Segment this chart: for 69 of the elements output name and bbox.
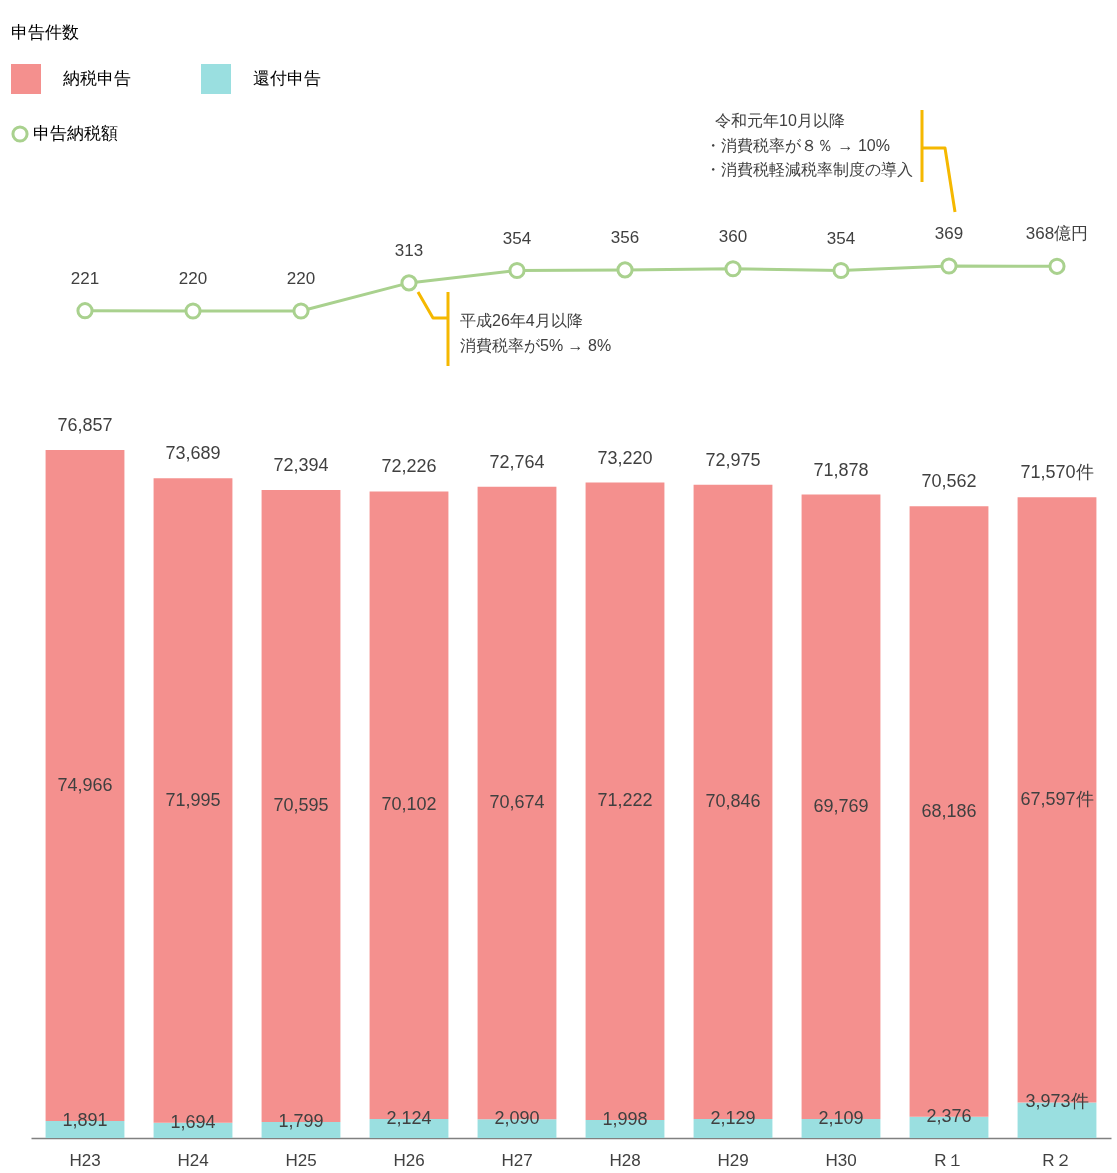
x-tick-label: H30 (825, 1150, 857, 1170)
data-label: 70,595 (273, 794, 329, 815)
x-tick-label: R２ (1042, 1150, 1072, 1170)
data-label: 2,129 (710, 1107, 756, 1128)
total-label: 76,857 (57, 415, 113, 435)
point (292, 302, 310, 320)
data-label: 2,109 (818, 1108, 864, 1129)
data-label: 69,769 (813, 795, 869, 816)
legend-label: 申告納税額 (33, 124, 118, 143)
data-label: 67,597件 (1020, 788, 1094, 809)
x-tick-label: H26 (393, 1150, 425, 1170)
point (400, 274, 418, 292)
x-tick-label: H24 (177, 1150, 209, 1170)
data-label: 356 (610, 227, 640, 247)
text: 消費税率が5% → 8% (460, 337, 612, 355)
x-tick-label: H29 (717, 1150, 749, 1170)
point (940, 257, 958, 275)
legend-title: 申告件数 (11, 23, 79, 42)
x-tick-label: R１ (934, 1150, 964, 1170)
data-label: 221 (70, 268, 100, 288)
total-label: 71,878 (813, 459, 869, 480)
data-label: 369 (934, 224, 964, 243)
legend-label: 納税申告 (63, 69, 131, 88)
data-label: 313 (394, 240, 424, 260)
point (508, 261, 526, 280)
legend-label: 還付申告 (253, 69, 321, 88)
point (1048, 257, 1066, 275)
data-label: 354 (826, 228, 856, 248)
data-label: 2,124 (386, 1107, 432, 1128)
x-tick-label: H23 (69, 1150, 101, 1170)
data-label: 1,694 (170, 1111, 216, 1132)
data-label: 220 (286, 269, 316, 288)
point (616, 261, 634, 279)
point (832, 261, 850, 280)
total-label: 72,394 (273, 454, 329, 475)
data-label: 1,799 (278, 1110, 324, 1131)
data-label: 368億円 (1025, 224, 1089, 244)
point (184, 302, 202, 320)
data-label: 1,891 (62, 1110, 108, 1131)
text: ・消費税軽減税率制度の導入 (705, 161, 913, 179)
data-label: 360 (718, 226, 748, 246)
total-label: 72,764 (489, 451, 545, 472)
data-label: 3,973件 (1025, 1091, 1089, 1112)
point (76, 302, 94, 320)
data-label: 71,222 (597, 790, 653, 811)
data-label: 2,376 (926, 1105, 972, 1126)
data-label: 68,186 (921, 800, 977, 821)
data-label: 70,846 (705, 790, 761, 811)
total-label: 72,975 (705, 449, 761, 470)
data-label: 74,966 (57, 774, 113, 795)
data-label: 2,090 (494, 1108, 540, 1129)
text: 令和元年10月以降 (715, 112, 845, 130)
x-tick-label: H28 (609, 1150, 641, 1170)
data-label: 1,998 (602, 1109, 648, 1130)
text: ・消費税率が８％ → 10% (705, 137, 890, 155)
total-label: 73,689 (165, 443, 221, 464)
total-label: 72,226 (381, 456, 437, 477)
data-label: 70,674 (489, 791, 545, 812)
total-label: 70,562 (921, 471, 977, 492)
x-tick-label: H25 (285, 1150, 317, 1170)
total-label: 73,220 (597, 447, 653, 468)
x-tick-label: H27 (501, 1150, 533, 1170)
text: 平成26年4月以降 (460, 312, 583, 330)
total-label: 71,570件 (1020, 462, 1094, 483)
data-label: 354 (502, 228, 532, 248)
data-label: 70,102 (381, 794, 437, 815)
data-label: 220 (178, 269, 208, 288)
data-label: 71,995 (165, 789, 221, 810)
point (724, 260, 742, 278)
